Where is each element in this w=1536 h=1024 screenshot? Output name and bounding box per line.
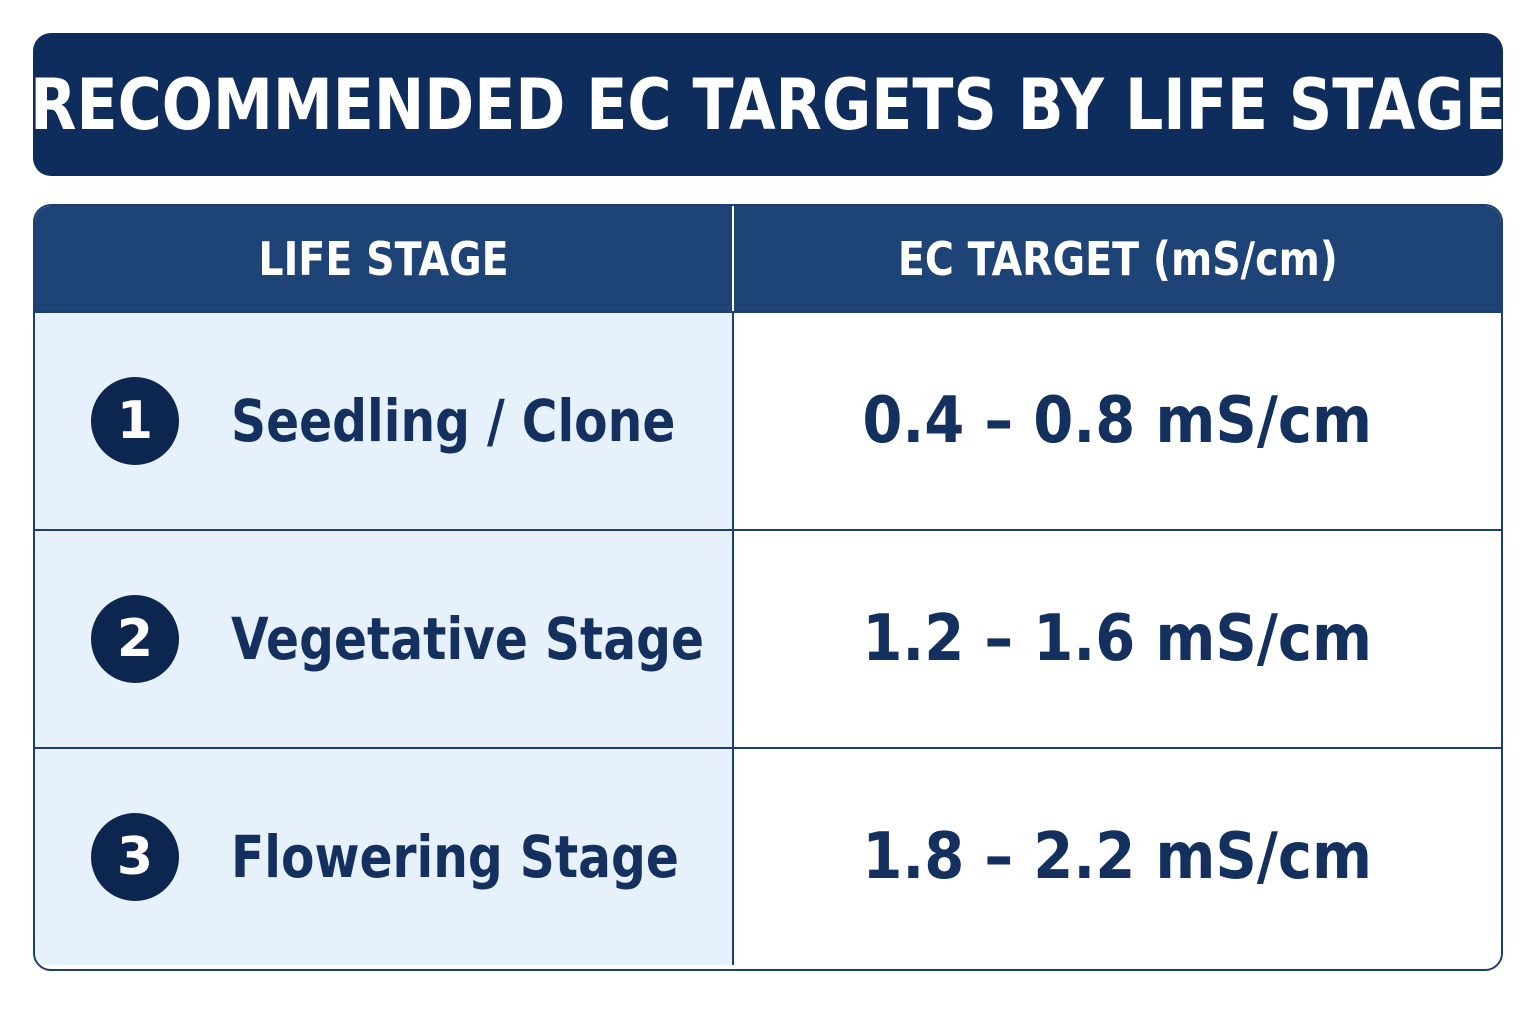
step-number-badge: 3 [91, 813, 179, 901]
table-row: 1 Seedling / Clone 0.4 – 0.8 mS/cm [35, 311, 1501, 529]
header-ec-target: EC TARGET (mS/cm) [734, 206, 1501, 311]
stage-cell: 3 Flowering Stage [35, 749, 734, 965]
stage-cell: 2 Vegetative Stage [35, 531, 734, 747]
ec-targets-table: LIFE STAGE EC TARGET (mS/cm) 1 Seedling … [33, 204, 1503, 971]
stage-cell: 1 Seedling / Clone [35, 313, 734, 529]
stage-label: Flowering Stage [231, 823, 679, 891]
ec-value: 0.4 – 0.8 mS/cm [862, 384, 1373, 458]
ec-value-cell: 0.4 – 0.8 mS/cm [734, 313, 1501, 529]
page-title: RECOMMENDED EC TARGETS BY LIFE STAGE [30, 63, 1506, 146]
header-ec-target-label: EC TARGET (mS/cm) [897, 231, 1338, 286]
step-number-badge: 2 [91, 595, 179, 683]
stage-label: Seedling / Clone [231, 387, 676, 455]
ec-value: 1.8 – 2.2 mS/cm [862, 820, 1373, 894]
header-life-stage: LIFE STAGE [35, 206, 734, 311]
header-life-stage-label: LIFE STAGE [258, 231, 509, 286]
ec-value-cell: 1.8 – 2.2 mS/cm [734, 749, 1501, 965]
step-number-badge: 1 [91, 377, 179, 465]
ec-value-cell: 1.2 – 1.6 mS/cm [734, 531, 1501, 747]
table-row: 2 Vegetative Stage 1.2 – 1.6 mS/cm [35, 529, 1501, 747]
table-header-row: LIFE STAGE EC TARGET (mS/cm) [35, 206, 1501, 311]
title-banner: RECOMMENDED EC TARGETS BY LIFE STAGE [30, 33, 1506, 176]
stage-label: Vegetative Stage [231, 605, 705, 673]
table-row: 3 Flowering Stage 1.8 – 2.2 mS/cm [35, 747, 1501, 965]
ec-value: 1.2 – 1.6 mS/cm [862, 602, 1373, 676]
